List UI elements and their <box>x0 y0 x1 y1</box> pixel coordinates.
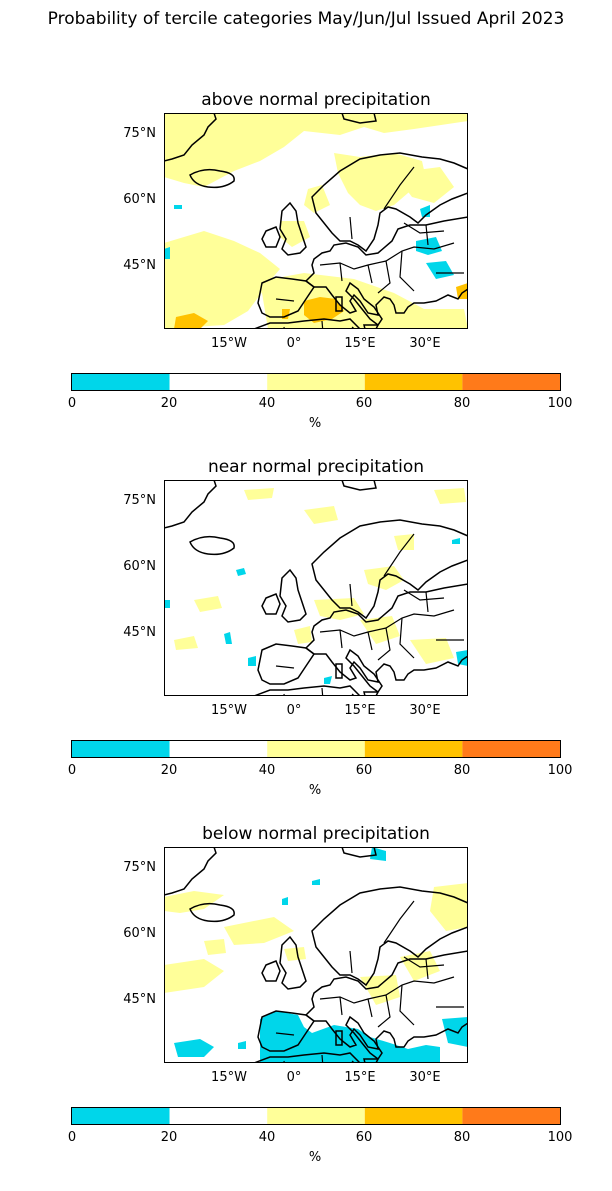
colorbar-unit: % <box>308 783 322 798</box>
figure-title: Probability of tercile categories May/Ju… <box>47 9 565 29</box>
colorbar-segment-0-20 <box>72 1108 170 1124</box>
colorbar-tick: 40 <box>258 396 276 411</box>
lon-label: 15°E <box>344 703 376 718</box>
lat-label: 45°N <box>123 992 156 1007</box>
probability-map <box>164 113 468 329</box>
category-40-60-areas <box>174 488 466 664</box>
colorbar-segment-40-60 <box>267 741 365 757</box>
category-60-80-areas <box>174 283 468 329</box>
panel-below-normal: below normal precipitation 75°N 60°N <box>0 824 612 1191</box>
colorbar-tick: 60 <box>355 396 373 411</box>
colorbar-tick: 100 <box>547 1130 573 1145</box>
colorbar-unit: % <box>308 416 322 431</box>
colorbar-segment-80-100 <box>462 1108 560 1124</box>
colorbar-segment-20-40 <box>169 741 268 757</box>
probability-map <box>164 480 468 696</box>
colorbar-tick: 60 <box>355 763 373 778</box>
lon-label: 15°W <box>211 1070 247 1085</box>
colorbar-segment-80-100 <box>462 374 560 390</box>
lon-label: 15°E <box>344 1070 376 1085</box>
probability-map <box>164 847 468 1063</box>
panel-title: below normal precipitation <box>202 824 430 844</box>
panel-title: near normal precipitation <box>207 457 425 477</box>
colorbar-tick: 40 <box>258 1130 276 1145</box>
colorbar-tick: 80 <box>453 763 471 778</box>
colorbar-segment-0-20 <box>72 374 170 390</box>
colorbar-segment-40-60 <box>267 374 365 390</box>
colorbar-tick: 100 <box>547 396 573 411</box>
panel-title: above normal precipitation <box>201 90 431 110</box>
lon-label: 0° <box>286 336 302 351</box>
colorbar-tick: 80 <box>453 1130 471 1145</box>
colorbar <box>71 740 561 758</box>
lon-label: 30°E <box>409 336 441 351</box>
colorbar <box>71 1107 561 1125</box>
colorbar-tick: 80 <box>453 396 471 411</box>
lon-label: 15°E <box>344 336 376 351</box>
colorbar-tick: 60 <box>355 1130 373 1145</box>
panel-above-normal: above normal precipitation <box>0 90 612 457</box>
colorbar-segment-20-40 <box>169 374 268 390</box>
colorbar-segment-60-80 <box>364 374 463 390</box>
panel-near-normal: near normal precipitation <box>0 457 612 824</box>
lat-label: 60°N <box>123 192 156 207</box>
lon-label: 0° <box>286 1070 302 1085</box>
category-0-20-areas <box>174 847 468 1063</box>
colorbar-tick: 100 <box>547 763 573 778</box>
lat-label: 75°N <box>123 493 156 508</box>
lon-label: 30°E <box>409 1070 441 1085</box>
colorbar-segment-60-80 <box>364 741 463 757</box>
colorbar-segment-40-60 <box>267 1108 365 1124</box>
lon-label: 0° <box>286 703 302 718</box>
category-0-20-areas <box>164 538 468 684</box>
colorbar-tick: 0 <box>67 1130 77 1145</box>
lat-label: 45°N <box>123 258 156 273</box>
lat-label: 75°N <box>123 860 156 875</box>
colorbar-tick: 20 <box>160 396 178 411</box>
colorbar-segment-80-100 <box>462 741 560 757</box>
category-0-20-areas <box>164 205 454 279</box>
lat-label: 45°N <box>123 625 156 640</box>
lat-label: 60°N <box>123 559 156 574</box>
colorbar-tick: 40 <box>258 763 276 778</box>
colorbar-tick: 0 <box>67 763 77 778</box>
colorbar-tick: 20 <box>160 1130 178 1145</box>
colorbar-segment-0-20 <box>72 741 170 757</box>
lon-label: 30°E <box>409 703 441 718</box>
lon-label: 15°W <box>211 336 247 351</box>
lon-label: 15°W <box>211 703 247 718</box>
colorbar-segment-60-80 <box>364 1108 463 1124</box>
lat-label: 60°N <box>123 926 156 941</box>
colorbar-segment-20-40 <box>169 1108 268 1124</box>
colorbar-unit: % <box>308 1150 322 1165</box>
colorbar-tick: 0 <box>67 396 77 411</box>
colorbar <box>71 373 561 391</box>
colorbar-tick: 20 <box>160 763 178 778</box>
category-40-60-areas <box>164 113 468 329</box>
lat-label: 75°N <box>123 126 156 141</box>
